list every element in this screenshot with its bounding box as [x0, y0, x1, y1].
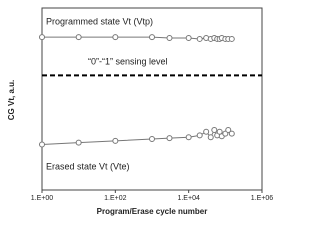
point [228, 130, 235, 137]
point [196, 132, 203, 139]
point [166, 35, 173, 42]
point [185, 134, 192, 141]
point [149, 34, 155, 41]
annotation: “0”-“1” sensing level [88, 56, 168, 66]
plot-frame [41, 7, 263, 191]
point [166, 135, 173, 142]
point [75, 34, 82, 41]
annotation: Programmed state Vt (Vtp) [46, 16, 153, 26]
point [112, 137, 119, 144]
point [211, 126, 218, 133]
point [203, 128, 210, 135]
point [196, 35, 203, 42]
x-tick-label: 1.E+02 [104, 195, 126, 202]
x-tick-label: 1.E+06 [251, 195, 273, 202]
point [112, 34, 119, 41]
point [39, 34, 45, 41]
x-tick-label: 1.E+04 [177, 195, 199, 202]
point [149, 136, 155, 143]
point [185, 35, 192, 42]
x-axis-label: Program/Erase cycle number [97, 207, 208, 216]
point [228, 35, 235, 42]
point [207, 134, 214, 141]
y-axis-label: CG Vt, a.u. [7, 80, 16, 120]
chart: Programmed state Vt (Vtp) “0”-“1” sensin… [7, 7, 273, 216]
point [39, 141, 45, 148]
point [75, 139, 82, 146]
point [225, 126, 232, 133]
x-tick-label: 1.E+00 [31, 195, 53, 202]
annotation: Erased state Vt (Vte) [46, 161, 130, 171]
